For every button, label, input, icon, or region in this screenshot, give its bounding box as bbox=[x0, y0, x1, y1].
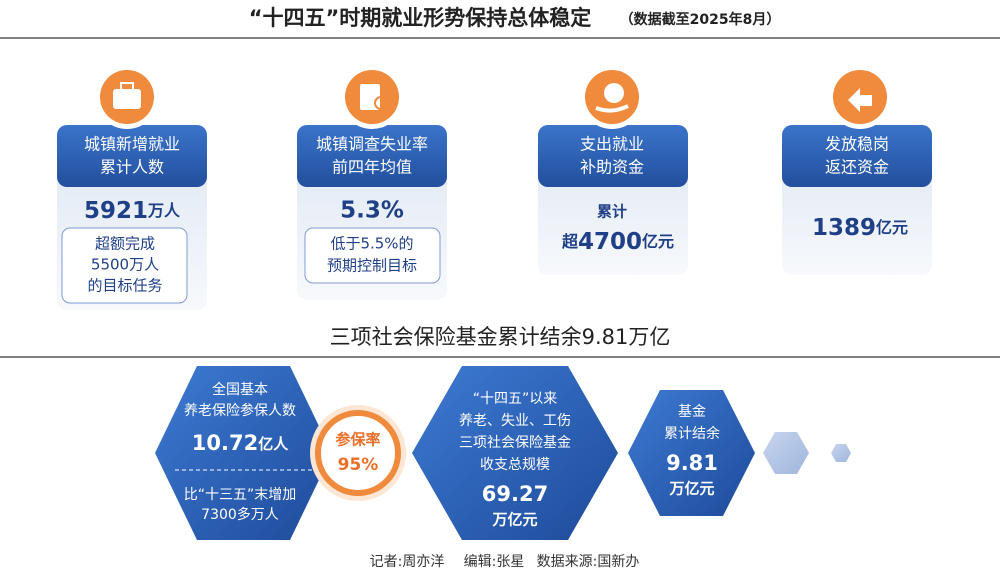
hex-text: 基金 bbox=[678, 403, 706, 420]
hex-text: 养老保险参保人数 bbox=[184, 402, 296, 419]
note: 的目标任务 bbox=[87, 277, 162, 295]
hex-unit: 万亿元 bbox=[668, 480, 714, 498]
unit: 亿元 bbox=[642, 232, 674, 251]
value: 4700 bbox=[578, 229, 642, 255]
hexes: 全国基本 养老保险参保人数 10.72亿人 比“十三五”末增加 7300多万人 … bbox=[155, 366, 851, 540]
credit: 记者:周亦洋 bbox=[370, 554, 445, 570]
hexagon bbox=[831, 444, 851, 462]
value: 10.72 bbox=[192, 431, 258, 455]
card-title: 累计人数 bbox=[100, 158, 164, 177]
card-value: 5.3% bbox=[340, 198, 404, 224]
card-prefix: 累计 bbox=[597, 203, 627, 221]
hexagon bbox=[628, 390, 755, 516]
note: 预期控制目标 bbox=[327, 257, 417, 275]
hex-text: 累计结余 bbox=[664, 425, 720, 442]
credit: 编辑:张星 bbox=[464, 554, 525, 570]
card-title: 前四年均值 bbox=[332, 158, 412, 177]
hex-text: 比“十三五”末增加 bbox=[184, 487, 297, 503]
card-title: 发放稳岗 bbox=[825, 135, 889, 154]
card-value: 超4700亿元 bbox=[561, 229, 674, 255]
hexagon bbox=[412, 366, 618, 540]
icons bbox=[95, 65, 892, 129]
hex-text: 三项社会保险基金 bbox=[459, 434, 571, 451]
card-title: 城镇调查失业率 bbox=[316, 135, 428, 154]
section-title: 三项社会保险基金累计结余9.81万亿 bbox=[330, 325, 671, 349]
subtitle: （数据截至2025年8月） bbox=[620, 11, 781, 28]
lead: 超 bbox=[561, 232, 579, 251]
card-value: 1389亿元 bbox=[812, 215, 908, 241]
card-title: 返还资金 bbox=[825, 158, 889, 177]
card-title: 支出就业 bbox=[580, 135, 644, 154]
hex-text: 养老、失业、工伤 bbox=[459, 413, 571, 429]
value: 1389 bbox=[812, 215, 876, 241]
unit: 万人 bbox=[147, 201, 181, 220]
hex-text: 全国基本 bbox=[212, 381, 268, 398]
unit: 亿人 bbox=[258, 435, 289, 453]
hex-unit: 万亿元 bbox=[491, 511, 537, 529]
note-box bbox=[61, 227, 188, 304]
note: 超额完成 bbox=[95, 235, 155, 253]
badge-value: 95% bbox=[338, 455, 379, 475]
hex-text: 收支总规模 bbox=[480, 457, 550, 473]
hexagon bbox=[155, 366, 332, 540]
title: “十四五”时期就业形势保持总体稳定 bbox=[249, 6, 592, 30]
hex-text: “十四五”以来 bbox=[473, 391, 558, 407]
note: 低于5.5%的 bbox=[330, 235, 413, 253]
card-band bbox=[782, 125, 932, 187]
card-title: 城镇新增就业 bbox=[84, 135, 180, 154]
badge bbox=[315, 410, 401, 496]
card-value: 5921万人 bbox=[84, 198, 181, 224]
hex-value: 69.27 bbox=[482, 482, 548, 506]
card-band bbox=[297, 125, 447, 187]
hexagon bbox=[763, 432, 809, 474]
credit: 数据来源:国新办 bbox=[537, 554, 640, 570]
badge-label: 参保率 bbox=[335, 431, 380, 449]
card-band bbox=[57, 125, 207, 187]
cards: 城镇新增就业 累计人数 5921万人 超额完成 5500万人 的目标任务 城镇调… bbox=[57, 65, 932, 310]
hex-value: 9.81 bbox=[666, 451, 718, 475]
hex-value: 10.72亿人 bbox=[192, 431, 289, 455]
card-band bbox=[538, 125, 688, 187]
note: 5500万人 bbox=[91, 256, 159, 274]
card-title: 补助资金 bbox=[580, 158, 644, 177]
value: 5921 bbox=[84, 198, 148, 224]
note-box bbox=[304, 227, 441, 284]
hex-text: 7300多万人 bbox=[201, 506, 279, 523]
unit: 亿元 bbox=[876, 218, 908, 237]
